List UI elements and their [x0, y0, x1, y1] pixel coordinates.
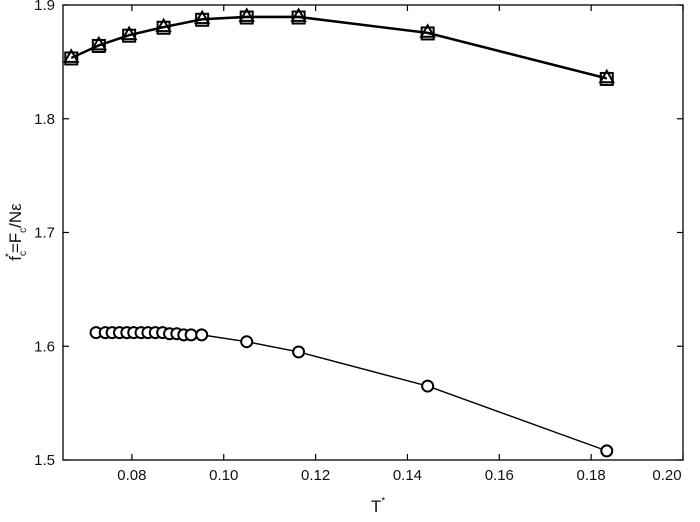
x-tick-label: 0.20 — [652, 467, 681, 484]
y-tick-label: 1.5 — [34, 452, 55, 469]
x-tick-label: 0.10 — [209, 467, 238, 484]
x-tick-label: 0.14 — [393, 467, 422, 484]
circle-marker — [292, 345, 306, 359]
triangle-marker — [120, 25, 138, 41]
y-tick-label: 1.8 — [34, 111, 55, 128]
x-tick-label: 0.16 — [485, 467, 514, 484]
x-axis-label: T* — [371, 496, 385, 516]
y-tick-label: 1.6 — [34, 338, 55, 355]
triangle-marker — [290, 7, 307, 22]
triangle-marker — [90, 35, 108, 51]
x-tick-label: 0.12 — [301, 467, 330, 484]
x-tick-label: 0.08 — [117, 467, 146, 484]
triangle-marker — [419, 23, 436, 38]
square-marker — [91, 38, 106, 53]
series-line — [70, 15, 607, 79]
y-tick-label: 1.7 — [34, 225, 55, 242]
circle-marker — [240, 335, 254, 349]
y-axis-label: fc*=Fc/Nε — [4, 203, 29, 261]
triangle-marker — [598, 68, 615, 84]
triangle-marker — [63, 48, 80, 63]
circle-marker — [195, 328, 209, 342]
x-tick-label: 0.18 — [577, 467, 606, 484]
circle-marker — [184, 328, 198, 342]
series-line — [70, 16, 607, 80]
square-marker — [239, 10, 254, 25]
square-marker — [122, 28, 137, 43]
square-marker — [64, 51, 79, 66]
circle-marker — [421, 379, 435, 393]
square-marker — [599, 71, 614, 86]
circle-marker — [600, 444, 614, 458]
triangle-marker — [238, 7, 255, 22]
series-line — [96, 331, 608, 452]
triangle-marker — [193, 9, 211, 25]
triangle-marker — [155, 17, 172, 33]
y-tick-label: 1.9 — [34, 0, 55, 14]
